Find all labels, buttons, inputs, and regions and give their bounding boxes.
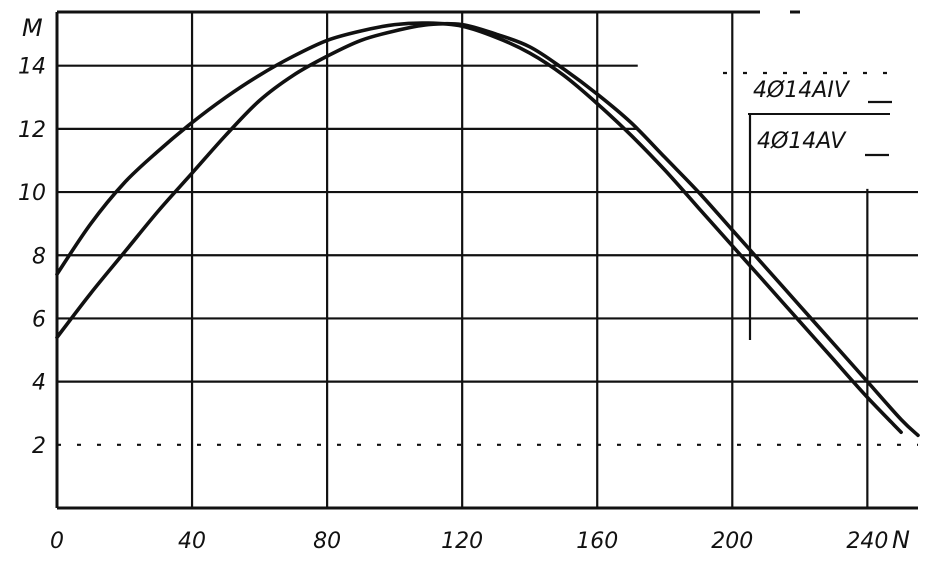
legend-entry-1: 4Ø14AIV — [753, 78, 851, 103]
series-line-1 — [55, 21, 903, 434]
x-tick-label-200: 200 — [711, 529, 753, 554]
x-tick-label-40: 40 — [178, 529, 206, 554]
series-curves — [55, 21, 920, 438]
x-axis-label: N — [892, 526, 910, 554]
x-tick-label-160: 160 — [576, 529, 618, 554]
y-tick-label-14: 14 — [18, 55, 46, 80]
tick-labels: 0 40 80 120 160 200 240 2 4 6 8 10 12 14 — [18, 55, 888, 554]
y-tick-label-12: 12 — [18, 118, 46, 143]
legend: 4Ø14AIV 4Ø14AV — [723, 71, 892, 340]
x-tick-label-80: 80 — [313, 529, 341, 554]
series-line-2 — [55, 21, 920, 438]
x-tick-label-240: 240 — [846, 529, 888, 554]
legend-divider — [748, 113, 890, 115]
x-tick-label-120: 120 — [441, 529, 483, 554]
y-axis-label: M — [22, 14, 43, 42]
y-tick-label-2: 2 — [32, 434, 46, 459]
y-tick-label-4: 4 — [32, 371, 46, 396]
y-tick-label-8: 8 — [32, 244, 46, 269]
x-tick-label-0: 0 — [50, 529, 64, 554]
legend-entry-2: 4Ø14AV — [757, 129, 847, 154]
y-tick-label-10: 10 — [18, 181, 46, 206]
grid — [55, 10, 918, 510]
y-tick-label-6: 6 — [32, 307, 46, 332]
